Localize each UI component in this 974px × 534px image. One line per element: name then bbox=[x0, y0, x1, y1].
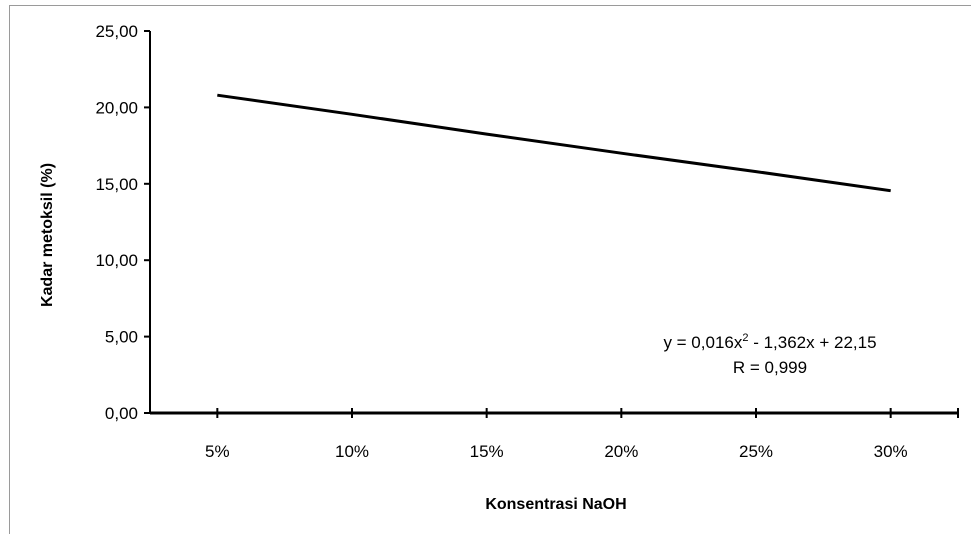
equation-exponent: 2 bbox=[742, 332, 748, 344]
trendline-equation: y = 0,016x2 - 1,362x + 22,15 bbox=[663, 332, 876, 352]
y-axis-title: Kadar metoksil (%) bbox=[39, 163, 56, 307]
x-tick-label: 30% bbox=[874, 442, 908, 461]
y-tick-label: 20,00 bbox=[95, 98, 138, 117]
y-tick-label: 5,00 bbox=[105, 328, 138, 347]
x-axis-title: Konsentrasi NaOH bbox=[485, 496, 626, 513]
r-value: R = 0,999 bbox=[733, 358, 807, 377]
y-tick-label: 15,00 bbox=[95, 175, 138, 194]
x-tick-label: 10% bbox=[335, 442, 369, 461]
series-layer bbox=[217, 93, 891, 193]
series-line bbox=[217, 93, 891, 193]
equation-suffix: - 1,362x + 22,15 bbox=[748, 333, 876, 352]
y-axis: 0,00 5,00 10,00 15,00 20,00 25,00 bbox=[95, 22, 151, 423]
x-tick-label: 20% bbox=[604, 442, 638, 461]
x-tick-label: 5% bbox=[205, 442, 230, 461]
x-tick-label: 15% bbox=[470, 442, 504, 461]
x-tick-label: 25% bbox=[739, 442, 773, 461]
equation-prefix: y = 0,016x bbox=[663, 333, 742, 352]
y-tick-label: 10,00 bbox=[95, 251, 138, 270]
y-tick-label: 25,00 bbox=[95, 22, 138, 41]
x-axis: 5% 10% 15% 20% 25% 30% bbox=[150, 408, 959, 461]
chart-frame bbox=[9, 5, 971, 534]
y-tick-label: 0,00 bbox=[105, 404, 138, 423]
